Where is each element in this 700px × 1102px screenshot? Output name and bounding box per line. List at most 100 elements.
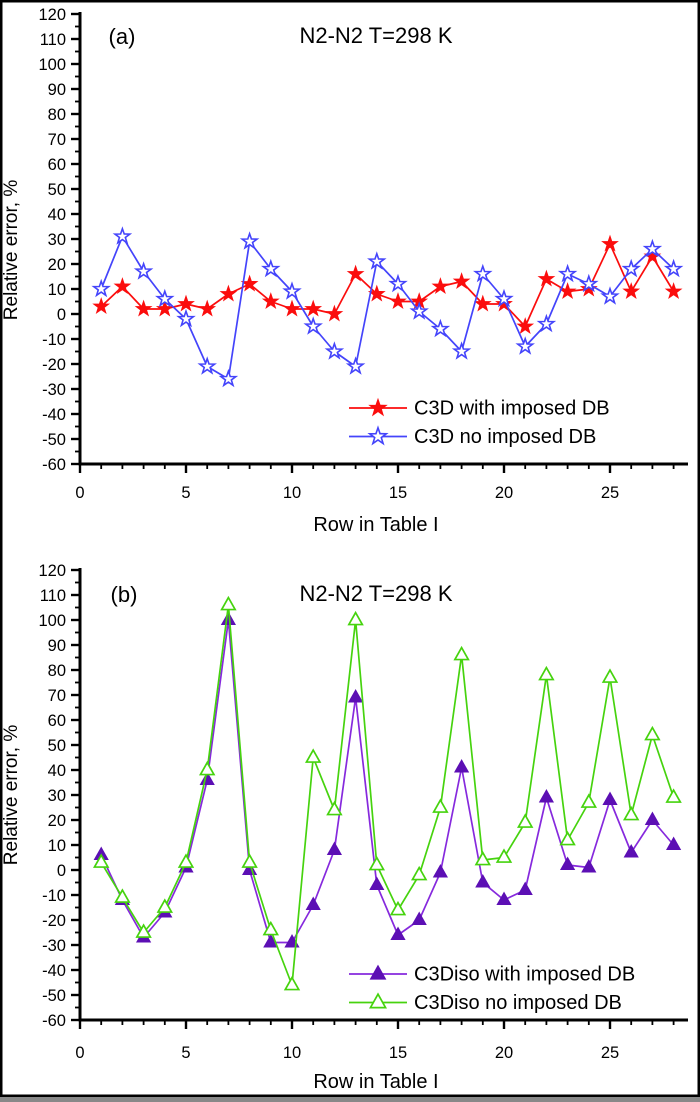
y-axis-ticks: -60 -50 -40 -30 -20 -10 0 10 20 30 40 50 60 70 80 90 100… [38, 562, 80, 1030]
triangle-open-marker [177, 853, 195, 868]
star-open-marker [303, 316, 323, 335]
series-0 [93, 611, 682, 948]
star-filled-marker [537, 269, 556, 287]
star-open-marker [176, 308, 196, 328]
triangle-open-marker [114, 888, 131, 903]
star-open-marker [388, 273, 408, 293]
triangle-open-marker [432, 798, 449, 813]
star-filled-marker [601, 234, 619, 252]
triangle-open-marker [135, 923, 152, 938]
star-filled-marker [431, 277, 450, 295]
triangle-filled-marker [432, 864, 449, 878]
star-open-marker [642, 238, 663, 258]
triangle-open-marker [368, 992, 388, 1009]
star-open-marker [579, 273, 599, 293]
y-tick-label: 40 [48, 762, 66, 780]
y-tick-label: 110 [40, 587, 66, 605]
triangle-open-marker [622, 805, 640, 821]
star-open-marker [282, 281, 302, 300]
x-axis-ticks: 0 5 10 15 20 25 [75, 1020, 675, 1062]
y-tick-label: -50 [42, 987, 66, 1005]
star-filled-marker [219, 284, 238, 302]
panel-title: N2-N2 T=298 K [299, 581, 452, 606]
triangle-filled-marker [623, 844, 639, 858]
y-tick-label: -50 [42, 431, 66, 449]
star-filled-marker [134, 299, 153, 317]
triangle-open-marker [644, 725, 661, 741]
star-open-marker [261, 258, 281, 278]
x-tick-label: 15 [389, 1044, 407, 1062]
legend-label: C3Diso with imposed DB [414, 964, 635, 986]
triangle-filled-marker [602, 791, 618, 806]
y-tick-label: -60 [42, 456, 66, 474]
triangle-open-marker [241, 853, 258, 868]
y-tick-label: 90 [48, 637, 66, 655]
triangle-open-marker [220, 595, 237, 611]
star-filled-marker [177, 294, 195, 312]
y-tick-label: 10 [48, 281, 66, 299]
y-tick-label: 40 [48, 206, 66, 224]
triangle-filled-marker [475, 874, 491, 888]
y-tick-label: 60 [48, 712, 66, 730]
legend: C3D with imposed DB C3D no imposed DB [349, 398, 610, 448]
x-tick-label: 5 [181, 1044, 190, 1062]
star-filled-marker [283, 299, 301, 317]
y-axis-ticks: -60 -50 -40 -30 -20 -10 0 10 20 30 40 50 60 70 80 90 100… [38, 6, 80, 474]
x-axis-title: Row in Table I [313, 1071, 438, 1093]
y-tick-label: 50 [48, 737, 66, 755]
x-tick-label: 10 [283, 484, 301, 502]
y-tick-label: 20 [48, 256, 66, 274]
triangle-filled-marker [326, 841, 343, 856]
triangle-filled-marker [369, 876, 385, 891]
panel-a: -60-50-40-30-20-100102030405060708090100… [1, 6, 688, 536]
triangle-filled-marker [538, 789, 555, 803]
star-open-marker [557, 263, 578, 283]
star-filled-marker [473, 294, 492, 312]
star-filled-marker [389, 292, 407, 310]
triangle-filled-marker [559, 856, 576, 871]
star-open-marker [600, 286, 620, 305]
axes [78, 568, 688, 1022]
star-open-marker [324, 341, 345, 360]
star-filled-marker [516, 317, 535, 335]
y-axis-title: Relative error, % [1, 725, 22, 866]
axes [78, 12, 688, 466]
y-tick-label: 100 [38, 56, 66, 74]
star-open-marker [197, 356, 217, 375]
y-tick-label: 120 [38, 562, 66, 580]
star-open-marker [91, 278, 111, 298]
star-open-marker [663, 258, 684, 278]
y-tick-label: 0 [57, 862, 66, 880]
y-tick-label: 120 [38, 6, 66, 24]
triangle-open-marker [665, 788, 682, 803]
x-tick-label: 20 [495, 1044, 513, 1062]
star-filled-marker [346, 264, 365, 282]
triangle-filled-marker [517, 881, 533, 896]
panel-title: N2-N2 T=298 K [299, 23, 452, 48]
star-open-marker [239, 231, 260, 250]
y-tick-label: 90 [48, 81, 66, 99]
star-filled-marker [304, 299, 323, 317]
star-filled-marker [92, 297, 111, 315]
triangle-open-marker [410, 865, 428, 881]
x-tick-label: 0 [75, 1044, 84, 1062]
y-tick-label: 70 [48, 687, 66, 705]
triangle-filled-marker [496, 891, 512, 906]
triangle-open-marker [495, 848, 513, 863]
y-tick-label: -40 [42, 406, 66, 424]
x-tick-label: 20 [495, 484, 513, 502]
y-tick-label: -10 [42, 331, 66, 349]
triangle-open-marker [474, 850, 492, 866]
triangle-open-marker [538, 665, 555, 681]
star-open-marker [345, 356, 366, 375]
legend-entry: C3Diso with imposed DB [349, 964, 635, 986]
legend: C3Diso with imposed DB C3Diso no imposed … [349, 964, 635, 1014]
star-filled-marker [622, 282, 641, 300]
star-filled-marker [452, 272, 471, 290]
star-open-marker [451, 341, 472, 360]
legend-label: C3D no imposed DB [414, 426, 596, 448]
legend-label: C3Diso no imposed DB [414, 992, 622, 1014]
triangle-open-marker [601, 668, 619, 683]
